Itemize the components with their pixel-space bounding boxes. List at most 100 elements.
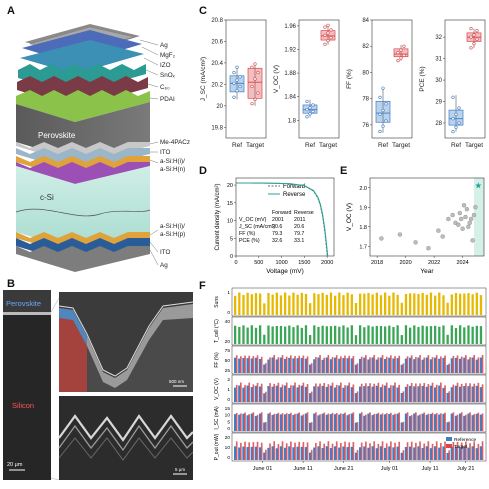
bar-target bbox=[302, 414, 305, 431]
bar-reference bbox=[259, 358, 262, 373]
bar-target bbox=[381, 441, 384, 460]
bar-target bbox=[402, 363, 405, 373]
data-point bbox=[238, 84, 242, 89]
bar-reference bbox=[379, 414, 383, 431]
box-plot-frame bbox=[298, 19, 340, 139]
bar-reference bbox=[246, 292, 249, 315]
y-tick-label: 10 bbox=[225, 445, 231, 451]
bar-target bbox=[456, 414, 459, 431]
bar-reference bbox=[246, 447, 249, 460]
bar-target bbox=[273, 413, 276, 431]
bar-reference bbox=[409, 446, 412, 460]
bar-reference bbox=[409, 327, 412, 344]
bar-target bbox=[319, 414, 321, 431]
bar-reference bbox=[446, 392, 449, 402]
y-axis-label: V_OC (V) bbox=[273, 65, 280, 93]
bar-reference bbox=[234, 325, 237, 344]
bar-reference bbox=[234, 387, 237, 402]
bar-target bbox=[431, 443, 434, 460]
y-tick-label: 20.8 bbox=[211, 18, 223, 24]
bar-reference bbox=[279, 295, 283, 315]
bar-target bbox=[352, 442, 355, 460]
bar-reference bbox=[317, 446, 320, 460]
bar-reference bbox=[254, 357, 258, 373]
bar-target bbox=[340, 382, 342, 402]
bar-reference bbox=[471, 294, 474, 315]
bar-reference bbox=[321, 448, 324, 460]
bar-reference bbox=[288, 446, 291, 460]
data-point bbox=[473, 205, 478, 210]
sem-images: Perovskite Silicon 20 μm 500 nm 5 μm bbox=[3, 290, 194, 481]
data-point bbox=[456, 222, 461, 227]
bar-reference bbox=[363, 293, 366, 315]
bar-target bbox=[452, 355, 455, 373]
bar-target bbox=[419, 441, 421, 460]
panel-label-e: E bbox=[340, 165, 348, 177]
y-tick-label: 1 bbox=[227, 387, 230, 393]
bar-reference bbox=[421, 325, 424, 344]
box-plot-frame bbox=[371, 19, 413, 139]
bar-reference bbox=[359, 413, 362, 431]
data-point bbox=[253, 62, 257, 66]
data-point bbox=[256, 91, 260, 95]
bar-target bbox=[427, 441, 430, 460]
bar-reference bbox=[363, 327, 366, 344]
bar-reference bbox=[396, 358, 399, 373]
bar-target bbox=[360, 412, 363, 431]
bar-reference bbox=[471, 415, 474, 431]
bar-target bbox=[419, 355, 421, 373]
bar-target bbox=[327, 441, 330, 460]
data-point bbox=[466, 224, 471, 229]
bar-target bbox=[290, 355, 292, 373]
bar-reference bbox=[429, 326, 433, 344]
bar-target bbox=[252, 384, 255, 402]
bar-target bbox=[352, 384, 355, 402]
csi-layer bbox=[16, 166, 150, 250]
bar-target bbox=[460, 356, 463, 373]
data-point bbox=[457, 106, 461, 110]
bar-target bbox=[381, 355, 384, 373]
y-tick-label: 31 bbox=[435, 57, 442, 63]
bar-target bbox=[440, 382, 442, 402]
bar-reference bbox=[446, 302, 449, 315]
bar-reference bbox=[284, 358, 287, 373]
iqr-box bbox=[247, 67, 263, 99]
bar-reference bbox=[413, 325, 416, 344]
bar-reference bbox=[450, 325, 453, 344]
data-point bbox=[329, 36, 333, 40]
bar-target bbox=[252, 356, 255, 373]
bar-reference bbox=[238, 358, 241, 373]
bar-reference bbox=[421, 447, 424, 460]
data-point bbox=[253, 77, 257, 81]
bar-reference bbox=[463, 386, 466, 402]
bar-target bbox=[465, 355, 467, 373]
bar-target bbox=[315, 357, 317, 373]
y-tick-label: 1.88 bbox=[284, 71, 296, 77]
data-point bbox=[458, 216, 464, 222]
bar-reference bbox=[479, 414, 483, 431]
bar-reference bbox=[467, 359, 470, 373]
bar-target bbox=[290, 385, 292, 402]
bar-reference bbox=[338, 292, 341, 315]
bar-target bbox=[440, 356, 442, 373]
bar-target bbox=[306, 384, 309, 402]
bar-target bbox=[348, 382, 351, 402]
bar-target bbox=[319, 441, 321, 460]
data-point bbox=[413, 240, 418, 245]
y-tick-label: 0 bbox=[227, 310, 230, 316]
data-point bbox=[446, 216, 451, 222]
bar-reference bbox=[421, 413, 424, 431]
y-axis-label: J_SC (mA/cm²) bbox=[200, 57, 207, 101]
bar-reference bbox=[271, 446, 274, 460]
y-tick-label: 0 bbox=[230, 254, 233, 260]
bar-target bbox=[352, 412, 355, 431]
bar-reference bbox=[359, 447, 362, 460]
bar-reference bbox=[309, 303, 312, 315]
bar-reference bbox=[459, 358, 462, 373]
bar-reference bbox=[388, 357, 391, 373]
bar-target bbox=[298, 355, 301, 373]
bar-reference bbox=[304, 413, 308, 431]
bar-reference bbox=[417, 357, 420, 373]
bar-reference bbox=[284, 385, 287, 402]
bar-reference bbox=[450, 387, 453, 402]
